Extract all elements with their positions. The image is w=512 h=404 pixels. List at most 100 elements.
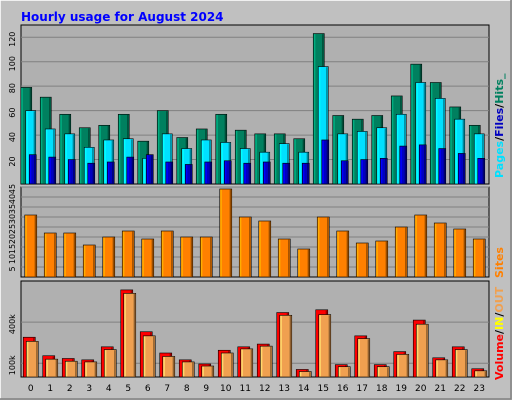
legend-sep-1: / bbox=[493, 136, 506, 141]
bar-shade bbox=[268, 162, 270, 184]
bar-shade bbox=[366, 243, 368, 277]
bar-shade bbox=[93, 245, 95, 277]
bar-highlight bbox=[263, 162, 266, 184]
bar-shade bbox=[424, 215, 427, 277]
bar-shade bbox=[153, 336, 155, 377]
bar-highlight bbox=[377, 128, 379, 184]
bar-body bbox=[396, 354, 410, 378]
bar-out-21 bbox=[435, 359, 449, 378]
bar-highlight bbox=[201, 140, 204, 184]
bar-highlight bbox=[181, 237, 183, 277]
bar-highlight bbox=[65, 134, 67, 184]
bar-body bbox=[219, 188, 233, 278]
bar-pages-20 bbox=[418, 144, 427, 185]
x-tick-label: 9 bbox=[203, 384, 209, 394]
bar-body bbox=[123, 293, 137, 378]
bar-highlight bbox=[46, 359, 48, 377]
bar-body bbox=[67, 159, 76, 185]
bar-sites-20 bbox=[414, 214, 428, 278]
y-tick-label: 10 bbox=[8, 254, 17, 264]
bar-highlight bbox=[313, 34, 316, 184]
bar-highlight bbox=[244, 163, 246, 184]
bar-shade bbox=[54, 233, 56, 277]
bar-shade bbox=[92, 163, 95, 184]
bar-out-19 bbox=[396, 354, 410, 378]
bar-highlight bbox=[338, 134, 340, 184]
bar-sites-16 bbox=[336, 230, 350, 278]
bar-highlight bbox=[283, 163, 285, 184]
bar-shade bbox=[484, 371, 487, 377]
bar-highlight bbox=[474, 134, 477, 184]
legend-in: IN bbox=[493, 317, 506, 330]
ticks-layer: 2040608010012051015202530354045100k400k0… bbox=[8, 32, 485, 394]
bar-shade bbox=[387, 367, 389, 377]
bar-shade bbox=[33, 111, 36, 184]
bar-out-11 bbox=[240, 348, 254, 378]
y-tick-label: 20 bbox=[8, 156, 17, 166]
bar-body bbox=[297, 248, 311, 278]
bar-body bbox=[337, 366, 351, 378]
bar-shade bbox=[444, 223, 446, 277]
panel-volume-plot-area bbox=[20, 280, 490, 378]
bar-pages-9 bbox=[204, 161, 213, 185]
bar-sites-15 bbox=[316, 216, 330, 278]
x-tick-label: 3 bbox=[86, 384, 92, 394]
bar-pages-2 bbox=[67, 159, 76, 185]
bar-pages-13 bbox=[282, 162, 291, 185]
bar-highlight bbox=[221, 353, 224, 377]
bar-highlight bbox=[45, 129, 48, 184]
bar-body bbox=[45, 358, 59, 378]
bar-highlight bbox=[60, 114, 62, 184]
bar-highlight bbox=[434, 223, 437, 277]
bar-body bbox=[201, 365, 215, 378]
bar-shade bbox=[385, 158, 387, 184]
bar-highlight bbox=[473, 239, 476, 277]
bar-highlight bbox=[122, 231, 125, 277]
bar-shade bbox=[171, 231, 173, 277]
bar-shade bbox=[229, 161, 231, 184]
x-tick-label: 7 bbox=[164, 384, 170, 394]
bar-highlight bbox=[160, 353, 162, 377]
bar-pages-10 bbox=[223, 160, 232, 185]
bar-highlight bbox=[240, 149, 243, 184]
bar-highlight bbox=[454, 229, 456, 277]
bar-pages-16 bbox=[340, 160, 349, 185]
bar-body bbox=[298, 371, 312, 378]
bar-highlight bbox=[322, 140, 324, 184]
bar-highlight bbox=[478, 158, 480, 184]
bar-shade bbox=[34, 215, 37, 277]
bar-highlight bbox=[239, 217, 242, 277]
bar-highlight bbox=[216, 114, 218, 184]
bar-highlight bbox=[161, 231, 164, 277]
bar-pages-22 bbox=[457, 153, 466, 185]
legend-volume-in-out: Volume/IN/OUT bbox=[493, 286, 506, 380]
bar-shade bbox=[424, 145, 426, 184]
bar-shade bbox=[209, 162, 212, 184]
bar-highlight bbox=[179, 360, 182, 377]
bar-body bbox=[43, 232, 57, 278]
legend-pages-files-hits: Pages/Files/Hits_ bbox=[493, 73, 506, 178]
bar-highlight bbox=[205, 162, 207, 184]
bar-body bbox=[453, 228, 467, 278]
bar-highlight bbox=[294, 139, 296, 184]
y-tick-label: 80 bbox=[8, 83, 17, 93]
bar-shade bbox=[248, 163, 251, 184]
bar-shade bbox=[231, 353, 233, 377]
bar-shade bbox=[287, 163, 290, 184]
bar-shade bbox=[483, 239, 485, 277]
bar-highlight bbox=[372, 116, 374, 184]
bar-pages-12 bbox=[262, 161, 271, 185]
bar-body bbox=[181, 361, 195, 378]
bar-highlight bbox=[99, 125, 101, 184]
bar-shade bbox=[348, 367, 350, 377]
bar-pages-21 bbox=[438, 148, 447, 185]
bar-shade bbox=[250, 349, 253, 377]
bar-body bbox=[238, 216, 252, 278]
bar-highlight bbox=[296, 370, 299, 377]
bar-pages-7 bbox=[165, 161, 174, 185]
bar-highlight bbox=[352, 119, 355, 184]
bar-sites-1 bbox=[43, 232, 57, 278]
bar-highlight bbox=[157, 111, 160, 184]
bar-pages-18 bbox=[379, 158, 388, 185]
